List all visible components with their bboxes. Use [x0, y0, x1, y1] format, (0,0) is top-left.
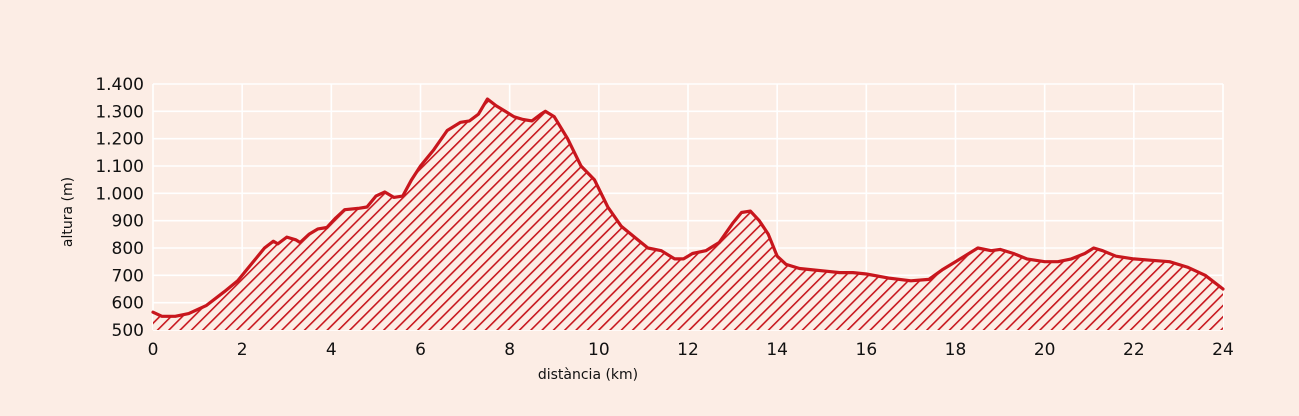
x-tick-label: 16	[856, 340, 878, 360]
y-tick-label: 1.000	[95, 184, 144, 204]
y-tick-label: 700	[112, 266, 144, 286]
x-tick-label: 6	[415, 340, 426, 360]
y-tick-label: 800	[112, 239, 144, 259]
x-tick-label: 4	[326, 340, 337, 360]
y-tick-label: 1.100	[95, 157, 144, 177]
x-tick-label: 2	[237, 340, 248, 360]
elevation-line	[151, 97, 1225, 318]
x-axis-title: distància (km)	[538, 367, 638, 383]
area-series	[151, 97, 1225, 330]
y-tick-label: 900	[112, 212, 144, 232]
x-tick-label: 0	[148, 340, 159, 360]
y-tick-label: 1.400	[95, 75, 144, 95]
x-tick-label: 20	[1034, 340, 1056, 360]
y-axis-title: altura (m)	[60, 177, 76, 247]
y-tick-label: 500	[112, 321, 144, 341]
x-tick-label: 12	[677, 340, 699, 360]
elevation-area-fill	[153, 99, 1223, 330]
x-tick-label: 18	[945, 340, 967, 360]
y-axis-ticks: 500 600 700 800 900 1.000 1.100 1.200 1.300 1.400	[95, 75, 144, 341]
x-axis-ticks: 0 2 4 6 8 10 12 14 16 18 20 22 24	[148, 340, 1234, 360]
x-tick-label: 24	[1212, 340, 1234, 360]
x-tick-label: 14	[766, 340, 788, 360]
x-tick-label: 8	[504, 340, 515, 360]
x-tick-label: 10	[588, 340, 610, 360]
x-tick-label: 22	[1123, 340, 1145, 360]
y-tick-label: 1.300	[95, 102, 144, 122]
y-tick-label: 600	[112, 294, 144, 314]
y-tick-label: 1.200	[95, 130, 144, 150]
